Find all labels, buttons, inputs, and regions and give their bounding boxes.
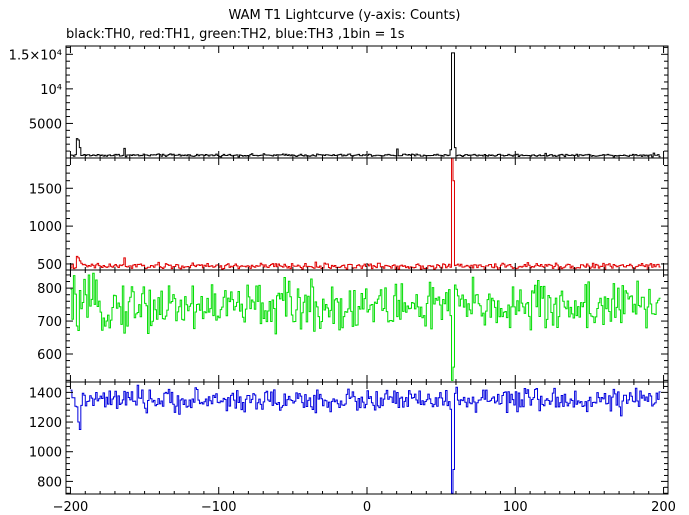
panel-frame-th1 — [65, 157, 669, 271]
y-tick-label: 1500 — [29, 182, 62, 197]
panel-frame-th0 — [65, 45, 669, 159]
y-tick-label: 1200 — [29, 416, 62, 431]
y-tick-label: 5000 — [29, 117, 62, 132]
chart-title: WAM T1 Lightcurve (y-axis: Counts) — [228, 8, 461, 23]
series-line-th3 — [70, 384, 661, 494]
x-tick-label: 0 — [363, 500, 371, 515]
y-tick-label: 800 — [37, 282, 62, 297]
y-tick-label: 500 — [37, 258, 62, 273]
series-line-th0 — [70, 52, 661, 158]
chart-subtitle: black:TH0, red:TH1, green:TH2, blue:TH3 … — [66, 27, 405, 42]
series-line-th1 — [70, 157, 661, 271]
x-tick-label: −200 — [53, 500, 89, 515]
panel-frame-th2 — [65, 269, 669, 383]
x-tick-label: −100 — [201, 500, 237, 515]
y-tick-label: 1000 — [29, 446, 62, 461]
y-tick-label: 1000 — [29, 220, 62, 235]
y-tick-label: 1.5×10⁴ — [9, 48, 62, 63]
y-tick-label: 600 — [37, 348, 62, 363]
x-tick-label: 100 — [503, 500, 528, 515]
y-tick-label: 10⁴ — [40, 83, 62, 98]
y-tick-label: 700 — [37, 315, 62, 330]
series-line-th2 — [70, 272, 661, 381]
y-tick-label: 800 — [37, 475, 62, 490]
x-tick-label: 200 — [651, 500, 676, 515]
y-tick-label: 1400 — [29, 386, 62, 401]
